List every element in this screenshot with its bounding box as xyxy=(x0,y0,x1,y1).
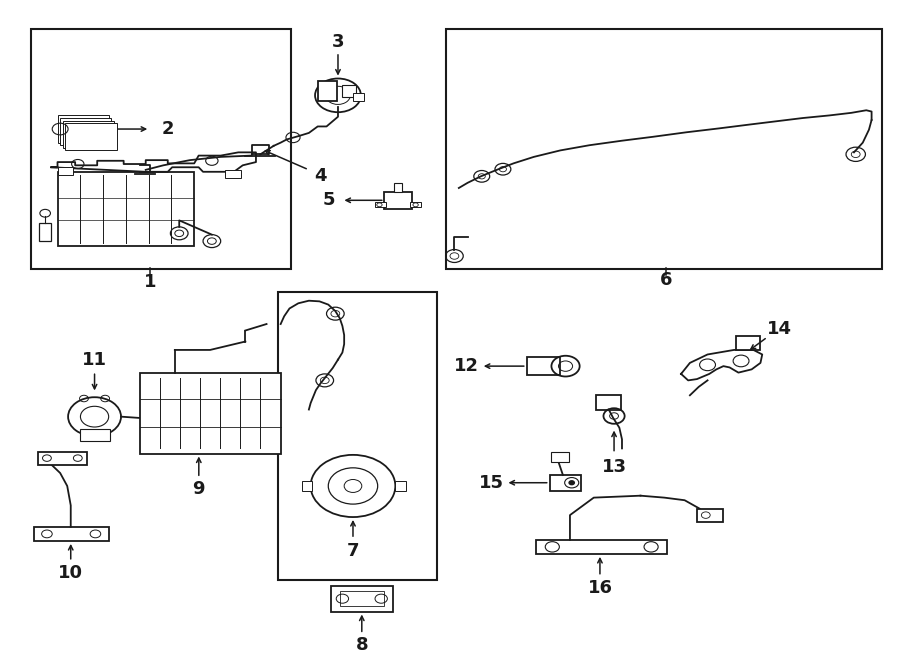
Text: 13: 13 xyxy=(601,457,626,475)
Text: 9: 9 xyxy=(193,480,205,498)
Bar xyxy=(79,429,110,441)
Text: 10: 10 xyxy=(58,564,83,582)
Bar xyxy=(375,202,385,208)
Bar xyxy=(383,192,412,209)
Bar xyxy=(58,167,74,175)
Bar xyxy=(58,116,109,143)
Text: 14: 14 xyxy=(768,319,792,338)
Bar xyxy=(38,451,86,465)
Circle shape xyxy=(569,481,574,485)
Bar xyxy=(140,373,281,453)
Text: 1: 1 xyxy=(144,273,157,291)
Bar xyxy=(550,475,580,490)
Bar xyxy=(353,93,364,100)
Text: 15: 15 xyxy=(479,474,504,492)
Bar xyxy=(736,336,760,350)
Bar xyxy=(302,481,312,491)
Bar xyxy=(39,223,51,241)
Bar xyxy=(597,395,621,410)
Bar xyxy=(58,172,194,247)
Bar xyxy=(225,171,241,178)
Bar xyxy=(33,527,109,541)
Bar xyxy=(410,202,421,208)
Text: 6: 6 xyxy=(660,271,672,289)
Bar xyxy=(63,120,114,148)
Bar xyxy=(66,123,117,151)
Text: 5: 5 xyxy=(323,191,336,210)
Text: 2: 2 xyxy=(161,120,174,138)
Bar xyxy=(331,586,392,611)
Bar xyxy=(552,451,569,462)
Bar xyxy=(395,481,406,491)
Bar xyxy=(340,591,383,606)
Text: 12: 12 xyxy=(454,357,480,375)
Text: 8: 8 xyxy=(356,637,368,654)
Bar xyxy=(697,509,724,522)
Bar xyxy=(31,29,292,269)
Bar xyxy=(60,118,112,145)
Bar xyxy=(278,292,436,580)
Bar xyxy=(446,29,882,269)
Text: 3: 3 xyxy=(332,33,344,52)
Text: 4: 4 xyxy=(314,167,327,185)
Bar xyxy=(318,81,338,100)
Text: 11: 11 xyxy=(82,350,107,369)
Bar xyxy=(526,357,560,375)
Bar xyxy=(341,85,356,97)
Bar xyxy=(536,540,667,554)
Bar xyxy=(393,184,402,192)
Text: 16: 16 xyxy=(588,579,612,598)
Text: 7: 7 xyxy=(346,542,359,560)
